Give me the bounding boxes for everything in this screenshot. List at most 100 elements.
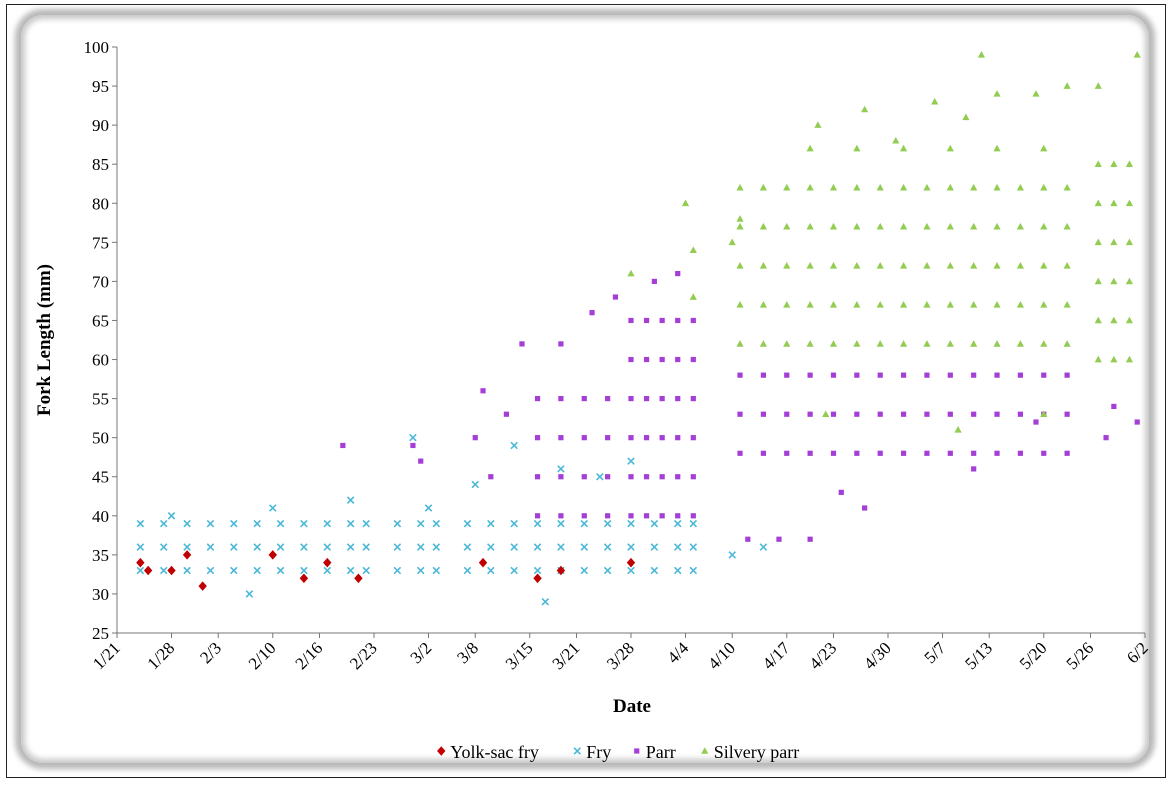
- point: [673, 519, 682, 528]
- point: [1125, 199, 1134, 207]
- point: [994, 411, 1000, 417]
- point: [994, 450, 1000, 456]
- x-axis-title: Date: [613, 696, 651, 717]
- point: [253, 519, 261, 528]
- legend-label: Silvery parr: [714, 742, 799, 762]
- point: [690, 435, 696, 441]
- point: [605, 474, 611, 480]
- point: [245, 590, 254, 598]
- y-tick-label: 85: [92, 155, 109, 174]
- point: [643, 435, 650, 441]
- y-axis-title: Fork Length (mm): [34, 264, 55, 416]
- point: [829, 222, 838, 230]
- x-tick-label: 2/3: [196, 638, 225, 667]
- point: [1040, 183, 1048, 191]
- point: [558, 435, 564, 441]
- point: [1041, 450, 1047, 456]
- point: [876, 183, 884, 191]
- point: [877, 450, 883, 456]
- point: [1033, 419, 1039, 425]
- point: [1040, 410, 1048, 418]
- point: [556, 565, 566, 576]
- point: [628, 513, 634, 519]
- point: [675, 435, 681, 441]
- point: [690, 356, 696, 363]
- point: [931, 97, 939, 105]
- point: [1064, 411, 1070, 417]
- point: [533, 573, 542, 584]
- point: [362, 519, 370, 528]
- point: [253, 566, 261, 575]
- point: [1040, 144, 1048, 152]
- x-tick-label: 2/23: [346, 638, 381, 673]
- point: [993, 183, 1001, 191]
- point: [1133, 51, 1141, 58]
- point: [268, 550, 277, 560]
- point: [503, 411, 509, 417]
- point: [994, 372, 1000, 378]
- point: [737, 450, 743, 456]
- point: [276, 543, 285, 551]
- point: [728, 238, 736, 246]
- point: [923, 183, 931, 191]
- point: [605, 435, 611, 441]
- point: [689, 543, 698, 551]
- point: [628, 396, 634, 402]
- point: [323, 519, 332, 528]
- point: [362, 566, 370, 575]
- point: [689, 566, 698, 575]
- point: [675, 317, 681, 324]
- point: [253, 543, 261, 551]
- point: [487, 566, 495, 575]
- point: [1017, 450, 1023, 456]
- point: [643, 474, 650, 480]
- point: [784, 372, 790, 378]
- point: [183, 543, 191, 551]
- point: [853, 340, 861, 347]
- point: [346, 519, 355, 528]
- point: [300, 566, 308, 575]
- point: [659, 396, 665, 402]
- point: [1064, 450, 1070, 456]
- point: [1016, 222, 1024, 230]
- point: [416, 519, 425, 528]
- point: [776, 536, 782, 542]
- point: [736, 301, 744, 308]
- point: [510, 519, 518, 528]
- point: [947, 450, 953, 456]
- point: [463, 543, 472, 551]
- x-tick-label: 3/2: [407, 638, 436, 667]
- legend-marker: [437, 746, 446, 756]
- point: [745, 536, 751, 542]
- point: [923, 301, 931, 308]
- point: [418, 458, 424, 464]
- point: [783, 301, 791, 308]
- point: [534, 474, 541, 480]
- point: [605, 513, 611, 519]
- point: [675, 356, 681, 363]
- point: [1063, 222, 1071, 230]
- point: [899, 261, 908, 269]
- y-tick-label: 70: [92, 272, 109, 291]
- series-2: [627, 51, 1141, 433]
- point: [806, 301, 814, 308]
- chart-panel: [21, 15, 1149, 763]
- point: [159, 519, 168, 528]
- point: [612, 294, 619, 300]
- point: [783, 340, 791, 347]
- point: [947, 372, 953, 378]
- point: [534, 396, 541, 402]
- point: [993, 90, 1001, 97]
- point: [510, 543, 518, 551]
- point: [829, 301, 838, 308]
- point: [899, 301, 908, 308]
- point: [1016, 183, 1024, 191]
- point: [759, 340, 767, 347]
- point: [1125, 238, 1134, 246]
- point: [853, 222, 861, 230]
- point: [659, 435, 665, 441]
- point: [136, 519, 145, 528]
- point: [603, 543, 612, 551]
- point: [675, 396, 681, 402]
- point: [643, 513, 650, 519]
